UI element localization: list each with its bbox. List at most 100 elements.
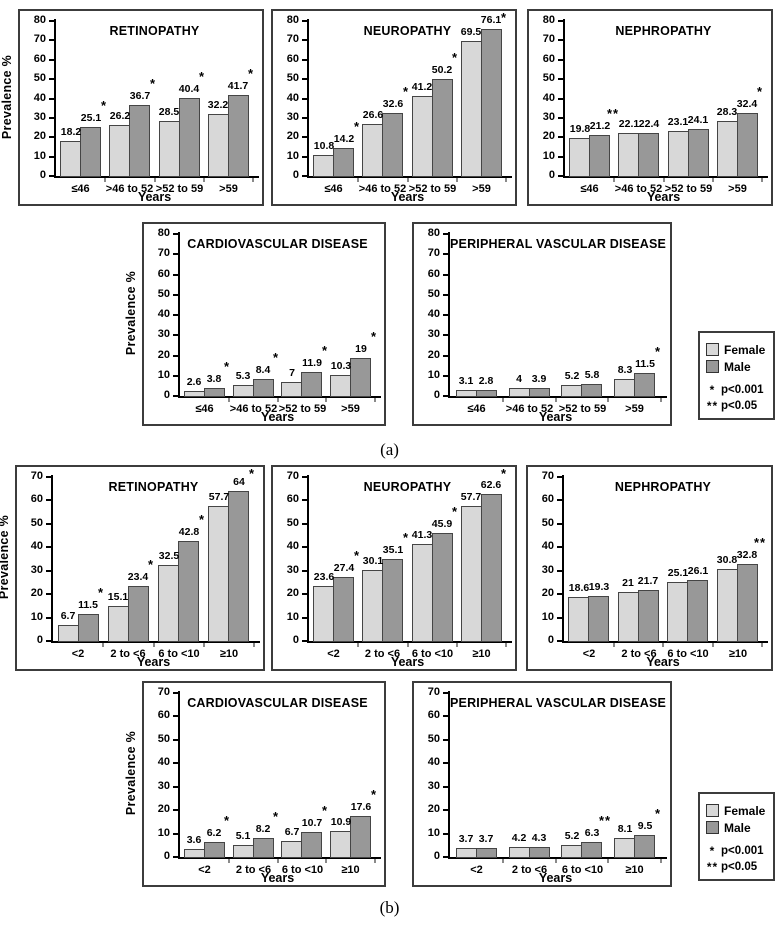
bar-male bbox=[178, 541, 199, 642]
y-tick bbox=[173, 809, 178, 811]
bar-male bbox=[737, 564, 758, 642]
x-category-label: >59 bbox=[219, 183, 238, 195]
significance-marker: * bbox=[353, 548, 361, 563]
y-tick-label: 40 bbox=[541, 540, 554, 552]
y-tick-label: 30 bbox=[286, 564, 299, 576]
chart-title: NEPHROPATHY bbox=[615, 24, 712, 38]
significance-marker: * bbox=[223, 359, 231, 374]
y-tick bbox=[302, 39, 307, 41]
legend-note-text: p<0.001 bbox=[721, 384, 764, 396]
y-tick-label: 0 bbox=[548, 169, 555, 181]
bar-female bbox=[330, 375, 351, 397]
x-category-label: <2 bbox=[327, 648, 340, 660]
legend-note-text: p<0.05 bbox=[721, 861, 758, 873]
y-axis-line bbox=[562, 475, 564, 643]
y-tick bbox=[443, 786, 448, 788]
y-tick bbox=[302, 175, 307, 177]
male-value-label: 64 bbox=[233, 476, 245, 488]
panel-a-label: (a) bbox=[380, 440, 399, 459]
significance-marker: * bbox=[370, 787, 378, 802]
y-tick bbox=[302, 20, 307, 22]
y-tick bbox=[173, 692, 178, 694]
y-tick-label: 10 bbox=[542, 150, 555, 162]
bar-male bbox=[529, 847, 550, 858]
y-tick bbox=[49, 175, 54, 177]
y-tick-label: 50 bbox=[30, 517, 43, 529]
y-tick bbox=[49, 98, 54, 100]
bar-male bbox=[688, 129, 709, 177]
y-tick-label: 60 bbox=[286, 493, 299, 505]
x-axis-line bbox=[307, 176, 512, 178]
legend-label-male: Male bbox=[724, 359, 751, 374]
y-tick bbox=[173, 739, 178, 741]
male-swatch-icon bbox=[706, 821, 719, 834]
y-tick bbox=[557, 593, 562, 595]
x-category-label: <2 bbox=[470, 864, 483, 876]
bar-male bbox=[204, 842, 225, 858]
male-value-label: 62.6 bbox=[480, 479, 502, 491]
x-boundary-tick bbox=[253, 643, 255, 647]
significance-marker: * bbox=[500, 466, 508, 481]
y-tick bbox=[302, 523, 307, 525]
bar-female bbox=[456, 848, 477, 858]
x-boundary-tick bbox=[277, 398, 279, 402]
y-tick bbox=[558, 156, 563, 158]
x-boundary-tick bbox=[505, 178, 507, 182]
y-tick-label: 0 bbox=[163, 389, 170, 401]
male-value-label: 50.2 bbox=[431, 64, 453, 76]
y-tick-label: 0 bbox=[36, 634, 43, 646]
bar-female bbox=[717, 569, 738, 642]
bar-male bbox=[204, 388, 225, 397]
female-value-label: 19.8 bbox=[569, 123, 591, 135]
x-category-label: >59 bbox=[472, 183, 491, 195]
y-tick-label: 70 bbox=[157, 247, 170, 259]
significance-marker: * bbox=[451, 50, 459, 65]
female-value-label: 28.5 bbox=[158, 106, 180, 118]
female-value-label: 7 bbox=[289, 367, 295, 379]
double-asterisk-marker: ** bbox=[706, 399, 719, 413]
bar-male bbox=[253, 379, 274, 397]
y-tick-label: 20 bbox=[286, 587, 299, 599]
y-tick bbox=[302, 78, 307, 80]
significance-marker: * bbox=[451, 504, 459, 519]
female-value-label: 30.8 bbox=[716, 554, 738, 566]
y-tick bbox=[173, 253, 178, 255]
bar-male bbox=[179, 98, 200, 177]
y-tick bbox=[558, 117, 563, 119]
y-tick bbox=[46, 546, 51, 548]
significance-marker: * bbox=[149, 76, 157, 91]
significance-marker: * bbox=[756, 84, 764, 99]
bar-female bbox=[184, 391, 205, 397]
bar-male bbox=[581, 842, 602, 858]
male-value-label: 21.2 bbox=[589, 120, 611, 132]
bar-female bbox=[509, 847, 530, 858]
male-value-label: 22.4 bbox=[638, 118, 660, 130]
y-tick bbox=[173, 334, 178, 336]
y-tick bbox=[49, 136, 54, 138]
x-boundary-tick bbox=[761, 643, 763, 647]
bar-female bbox=[60, 141, 81, 177]
bar-female bbox=[461, 41, 482, 177]
y-tick bbox=[173, 762, 178, 764]
y-tick bbox=[443, 294, 448, 296]
y-tick bbox=[558, 175, 563, 177]
y-tick bbox=[46, 499, 51, 501]
x-axis-title: Years bbox=[538, 410, 573, 424]
female-value-label: 2.6 bbox=[186, 376, 202, 388]
female-value-label: 5.3 bbox=[235, 370, 251, 382]
bar-male bbox=[687, 580, 708, 642]
bar-male bbox=[333, 577, 354, 642]
bar-female bbox=[281, 382, 302, 397]
bar-female bbox=[569, 138, 590, 177]
male-value-label: 4.3 bbox=[531, 832, 547, 844]
female-value-label: 21 bbox=[622, 577, 634, 589]
x-boundary-tick bbox=[228, 398, 230, 402]
x-axis-title: Years bbox=[260, 871, 295, 885]
chart-neuropathy-b: NEUROPATHY 0 10 20 30 40 50 60 70 23.6 27.4 * <2 30.1… bbox=[271, 465, 517, 671]
y-tick bbox=[443, 355, 448, 357]
y-tick bbox=[557, 499, 562, 501]
significance-marker: * bbox=[147, 557, 155, 572]
bar-male bbox=[382, 113, 403, 177]
y-tick bbox=[49, 156, 54, 158]
x-axis-title: Years bbox=[538, 871, 573, 885]
